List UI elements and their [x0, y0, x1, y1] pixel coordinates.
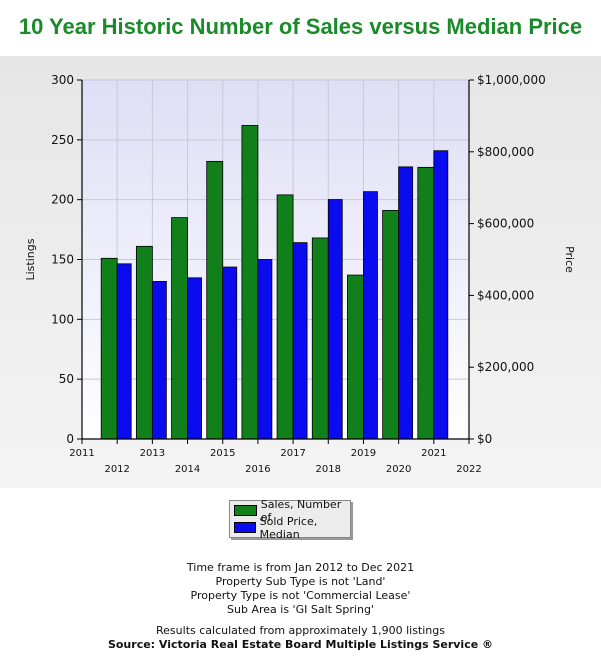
bar-sales [100, 257, 118, 440]
y-left-tick-label: 150 [51, 253, 74, 267]
bar-sales [206, 160, 224, 440]
x-tick-label-upper: 2013 [140, 448, 165, 459]
legend-label-sales: Sales, Number of [260, 497, 342, 524]
y-left-tick-label: 100 [51, 312, 74, 326]
note-timeframe: Time frame is from Jan 2012 to Dec 2021 [186, 561, 415, 574]
chart-panel: 0 50 100 150 200 250 300 $0 $200,000 $400,000 $600… [0, 56, 601, 488]
note-subtype: Property Sub Type is not 'Land' [215, 575, 386, 588]
legend-item-sales: Sales, Number of [234, 498, 350, 524]
note-type: Property Type is not 'Commercial Lease' [190, 589, 411, 602]
legend-swatch-price [234, 522, 256, 533]
bar-price [327, 199, 343, 440]
bar-sales [241, 125, 259, 440]
y-right-tick-label: $600,000 [477, 217, 534, 231]
bar-price [222, 266, 238, 440]
chart-svg: 0 50 100 150 200 250 300 $0 $200,000 $400,000 $600… [24, 73, 576, 475]
y-right-tick-label: $800,000 [477, 145, 534, 159]
note-source: Source: Victoria Real Estate Board Multi… [107, 638, 494, 651]
y-right-tick-label: $400,000 [477, 288, 534, 302]
bar-price [116, 263, 132, 440]
y-right-tick-label: $0 [477, 432, 492, 446]
bar-sales [171, 217, 188, 440]
x-tick-label-lower: 2014 [175, 464, 200, 475]
bar-price [187, 277, 202, 440]
x-tick-label-upper: 2011 [69, 448, 94, 459]
bar-price [257, 259, 273, 440]
x-tick-label-lower: 2018 [316, 464, 341, 475]
bar-price [433, 150, 449, 440]
bar-sales [311, 237, 329, 440]
chart-title: 10 Year Historic Number of Sales versus … [18, 14, 583, 39]
x-tick-label-upper: 2017 [280, 448, 305, 459]
x-tick-label-upper: 2015 [210, 448, 235, 459]
y-left-tick-label: 300 [51, 73, 74, 87]
legend: Sales, Number of Sold Price, Median [229, 498, 351, 541]
bar-sales [276, 194, 294, 440]
x-tick-label-lower: 2022 [456, 464, 481, 475]
x-tick-label-lower: 2020 [386, 464, 411, 475]
y-left-tick-label: 250 [51, 133, 74, 147]
y-right-tick-label: $1,000,000 [477, 73, 546, 87]
y-left-tick-label: 50 [59, 372, 74, 386]
x-tick-label-lower: 2012 [104, 464, 129, 475]
bar-price [398, 166, 414, 440]
y-right-tick-label: $200,000 [477, 360, 534, 374]
legend-label-price: Sold Price, Median [259, 514, 318, 541]
y-right-axis-label: Price [563, 246, 576, 273]
legend-item-price: Sold Price, Median [234, 515, 350, 541]
bar-price [363, 191, 378, 440]
bar-price [151, 280, 167, 440]
bar-sales [382, 210, 400, 440]
bar-sales [347, 274, 364, 440]
note-results: Results calculated from approximately 1,… [156, 624, 445, 637]
x-tick-label-lower: 2016 [245, 464, 270, 475]
x-tick-label-upper: 2021 [421, 448, 446, 459]
y-left-axis-label: Listings [24, 238, 37, 280]
bar-sales [417, 166, 435, 440]
legend-swatch-sales [234, 505, 257, 516]
y-left-tick-label: 0 [66, 432, 74, 446]
bar-sales [135, 245, 153, 440]
y-left-tick-label: 200 [51, 193, 74, 207]
bar-price [292, 242, 308, 440]
note-subarea: Sub Area is 'GI Salt Spring' [227, 603, 374, 616]
x-tick-label-upper: 2019 [351, 448, 376, 459]
notes: Time frame is from Jan 2012 to Dec 2021 … [0, 561, 601, 652]
